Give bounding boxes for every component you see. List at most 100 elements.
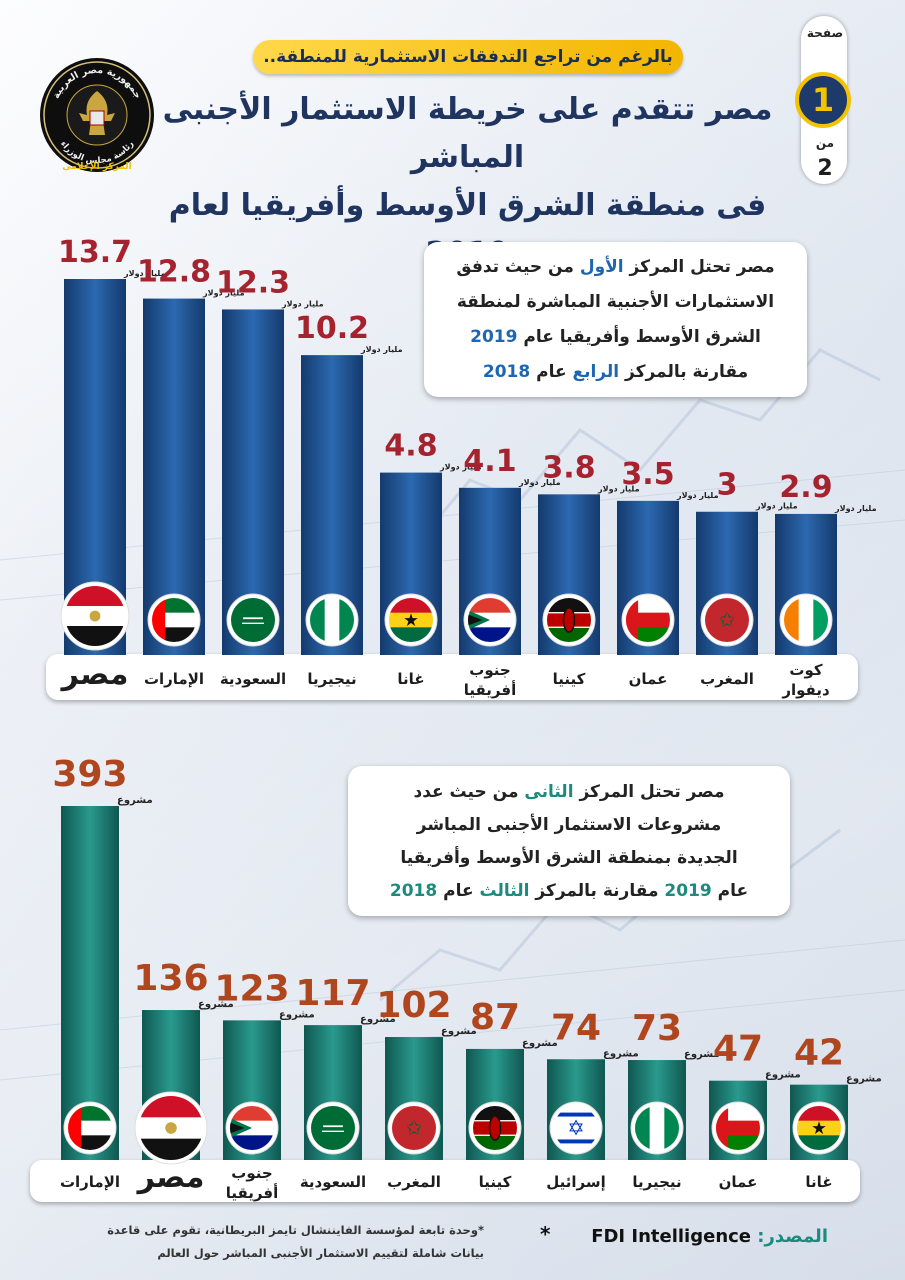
callout1-line-3: الشرق الأوسط وأفريقيا عام 2019 — [470, 327, 761, 347]
chart2-category-label: السعودية — [300, 1173, 366, 1191]
callout2-line-2: مشروعات الاستثمار الأجنبى المباشر — [416, 815, 722, 835]
page-label: صفحة — [806, 26, 844, 40]
page-total: 2 — [817, 156, 833, 181]
chart2-value-label: 123 — [214, 968, 289, 1009]
chart2-south-africa-flag — [225, 1101, 279, 1155]
chart2-category-label: إسرائيل — [546, 1173, 606, 1191]
svg-text:✩: ✩ — [719, 609, 736, 632]
title-line-1: مصر تتقدم على خريطة الاستثمار الأجنبى ال… — [162, 92, 773, 175]
chart2-category-label: غانا — [805, 1173, 832, 1191]
chart2-unit-label: مشروع — [765, 1070, 801, 1081]
chart1-unit-label: مليار دولار — [123, 269, 166, 278]
callout2-line-1: مصر تحتل المركز الثانى من حيث عدد — [413, 782, 725, 802]
chart2-category-label: عمان — [719, 1173, 758, 1191]
callout-projects: مصر تحتل المركز الثانى من حيث عدد مشروعا… — [348, 766, 790, 916]
title-line-2: فى منطقة الشرق الأوسط وأفريقيا لعام 2019 — [168, 188, 767, 271]
chart2-unit-label: مشروع — [603, 1048, 639, 1059]
chart2-label-band — [30, 1160, 860, 1202]
chart2-value-label: 102 — [376, 985, 451, 1026]
chart1-value-label: 4.8 — [384, 429, 437, 464]
chart2-unit-label: مشروع — [441, 1026, 477, 1037]
chart1-value-label: 12.3 — [216, 265, 290, 300]
chart2-unit-label: مشروع — [279, 1009, 315, 1020]
chart2-unit-label: مشروع — [198, 999, 234, 1010]
chart1-category-label: جنوب أفريقيا — [464, 661, 516, 699]
chart1-unit-label: مليار دولار — [202, 289, 245, 298]
chart1-category-label: كينيا — [553, 670, 586, 688]
chart2-value-label: 393 — [52, 754, 127, 795]
callout1-line-4: مقارنة بالمركز الرابع عام 2018 — [482, 362, 749, 382]
page-title: مصر تتقدم على خريطة الاستثمار الأجنبى ال… — [150, 86, 785, 278]
source-note-line-1: *وحدة تابعة لمؤسسة الفايننشال تايمز البر… — [107, 1223, 484, 1237]
chart1-value-label: 3 — [717, 468, 738, 503]
svg-text:★: ★ — [811, 1119, 827, 1139]
chart1-category-label: الإمارات — [144, 670, 204, 688]
chart1-unit-label: مليار دولار — [834, 504, 877, 513]
chart1-unit-label: مليار دولار — [439, 463, 482, 472]
chart2-category-label: المغرب — [387, 1173, 441, 1191]
chart2-category-label: جنوب أفريقيا — [226, 1164, 278, 1202]
chart2-morocco-flag: ✩ — [387, 1101, 441, 1155]
chart2-value-label: 87 — [470, 997, 520, 1038]
chart1-category-label: مصر — [60, 657, 129, 692]
chart1-ghana-flag: ★ — [384, 593, 438, 647]
chart1-unit-label: مليار دولار — [281, 299, 324, 308]
chart1-category-label: السعودية — [220, 670, 286, 688]
source-value: FDI Intelligence — [591, 1226, 752, 1247]
chart1-unit-label: مليار دولار — [518, 478, 561, 487]
chart1-category-label: نيجيريا — [307, 670, 356, 688]
chart2-saudi-flag — [306, 1101, 360, 1155]
chart2-unit-label: مشروع — [684, 1049, 720, 1060]
page-indicator: صفحة 1 من 2 — [792, 16, 858, 184]
svg-text:✡: ✡ — [567, 1116, 585, 1140]
page-number: 1 — [795, 72, 851, 128]
chart1-category-label: كوت ديفوار — [781, 661, 830, 699]
chart2-bar — [61, 806, 119, 1160]
chart1-category-label: عمان — [629, 670, 668, 688]
chart1-unit-label: مليار دولار — [360, 345, 403, 354]
chart1-value-label: 10.2 — [295, 311, 369, 346]
chart1-label-band — [46, 654, 858, 700]
chart2-israel-flag: ✡ — [549, 1101, 603, 1155]
chart2-category-label: كينيا — [479, 1173, 512, 1191]
chart1-egypt-flag — [60, 581, 130, 651]
callout1-line-1: مصر تحتل المركز الأول من حيث تدفق — [456, 257, 775, 277]
chart2-value-label: 47 — [713, 1029, 763, 1070]
chart1-nigeria-flag — [305, 593, 359, 647]
chart1-unit-label: مليار دولار — [755, 502, 798, 511]
chart1-value-label: 2.9 — [779, 470, 832, 505]
chart1-morocco-flag: ✩ — [700, 593, 754, 647]
chart1-unit-label: مليار دولار — [676, 491, 719, 500]
svg-text:✩: ✩ — [406, 1117, 423, 1140]
callout2-line-3: الجديدة بمنطقة الشرق الأوسط وأفريقيا — [400, 848, 738, 868]
chart2-nigeria-flag — [630, 1101, 684, 1155]
chart1-value-label: 13.7 — [58, 235, 132, 270]
chart1-kenya-flag — [542, 593, 596, 647]
source-line: المصدر: FDI Intelligence — [548, 1226, 828, 1254]
svg-text:★: ★ — [403, 611, 419, 631]
source-note-line-2: بيانات شاملة لتقييم الاستثمار الأجنبى ال… — [157, 1246, 484, 1260]
media-center-logo: جمهورية مصر العربية رئاسة مجلس الوزراء ا… — [40, 58, 154, 172]
chart1-category-label: المغرب — [700, 670, 754, 688]
chart2-unit-label: مشروع — [522, 1038, 558, 1049]
chart2-unit-label: مشروع — [117, 795, 153, 806]
chart2-unit-label: مشروع — [846, 1074, 882, 1085]
callout2-line-4: عام 2019 مقارنة بالمركز الثالث عام 2018 — [389, 881, 749, 901]
callout-inflows: مصر تحتل المركز الأول من حيث تدفق الاستث… — [424, 242, 807, 397]
source-note: *وحدة تابعة لمؤسسة الفايننشال تايمز البر… — [46, 1219, 484, 1265]
logo-text-bottom: المركز الإعلامى — [62, 162, 132, 172]
chart2-category-label: الإمارات — [60, 1173, 120, 1191]
chart1-value-label: 4.1 — [463, 444, 516, 479]
chart2-category-label: نيجيريا — [632, 1173, 681, 1191]
chart2-category-label: مصر — [136, 1160, 205, 1195]
chart1-oman-flag — [621, 593, 675, 647]
chart2-value-label: 42 — [794, 1033, 844, 1074]
chart1-saudi-flag — [226, 593, 280, 647]
chart1-value-label: 12.8 — [137, 255, 211, 290]
chart2-value-label: 73 — [632, 1008, 682, 1049]
subtitle-ribbon: بالرغم من تراجع التدفقات الاستثمارية للم… — [253, 40, 683, 74]
chart1-unit-label: مليار دولار — [597, 484, 640, 493]
chart1-value-label: 3.5 — [621, 457, 674, 492]
chart2-kenya-flag — [468, 1101, 522, 1155]
